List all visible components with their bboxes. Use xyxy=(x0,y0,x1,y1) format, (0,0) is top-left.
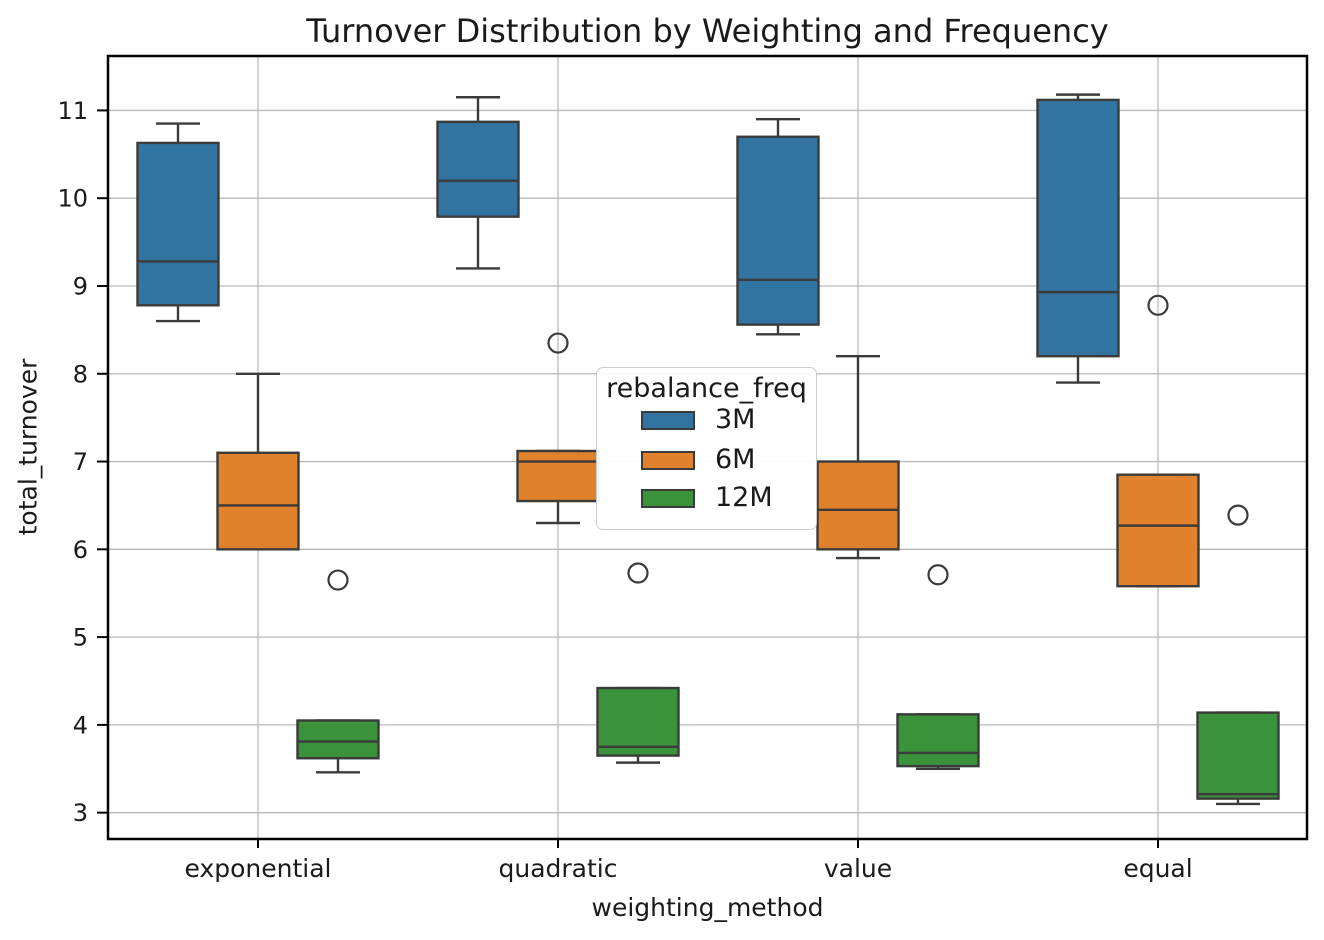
box-6M-value xyxy=(816,460,900,551)
outlier-12M-quadratic xyxy=(627,562,649,584)
box-3M-exponential xyxy=(136,141,220,307)
y-tick-label: 9 xyxy=(73,272,88,300)
y-tick-label: 11 xyxy=(57,97,88,125)
box-6M-exponential xyxy=(216,451,300,551)
box-12M-equal xyxy=(1196,711,1280,800)
x-tick-label: exponential xyxy=(185,854,332,883)
x-tick-label: quadratic xyxy=(499,854,618,883)
y-tick-label: 5 xyxy=(73,624,88,652)
y-axis-label: total_turnover xyxy=(13,358,43,536)
legend-swatch-6M xyxy=(641,450,695,470)
legend: rebalance_freq 3M 6M 12M xyxy=(596,367,817,530)
box-12M-exponential xyxy=(296,719,380,760)
legend-label-12M: 12M xyxy=(715,482,773,513)
box-3M-quadratic xyxy=(436,120,520,218)
outlier-6M-equal xyxy=(1147,294,1169,316)
y-tick-label: 8 xyxy=(73,360,88,388)
chart-title: Turnover Distribution by Weighting and F… xyxy=(306,12,1109,50)
legend-entry-6M: 6M xyxy=(641,444,756,475)
legend-label-3M: 3M xyxy=(715,404,756,435)
box-6M-equal xyxy=(1116,473,1200,588)
outlier-12M-exponential xyxy=(327,569,349,591)
y-tick-label: 3 xyxy=(73,799,88,827)
x-tick-label: equal xyxy=(1123,854,1192,883)
box-6M-quadratic xyxy=(516,449,600,503)
y-tick-label: 6 xyxy=(73,536,88,564)
legend-label-6M: 6M xyxy=(715,444,756,475)
legend-swatch-12M xyxy=(641,488,695,508)
box-12M-quadratic xyxy=(596,686,680,757)
outlier-6M-quadratic xyxy=(547,332,569,354)
box-12M-value xyxy=(896,713,980,768)
y-tick-label: 10 xyxy=(57,185,88,213)
legend-title: rebalance_freq xyxy=(606,373,807,404)
legend-entry-12M: 12M xyxy=(641,482,773,513)
legend-entry-3M: 3M xyxy=(641,404,756,435)
plot-frame xyxy=(106,54,1309,841)
y-tick-label: 7 xyxy=(73,448,88,476)
x-axis-label: weighting_method xyxy=(591,893,824,922)
y-tick-label: 4 xyxy=(73,711,88,739)
box-3M-equal xyxy=(1036,98,1120,358)
x-tick-label: value xyxy=(824,854,892,883)
box-3M-value xyxy=(736,135,820,326)
outlier-12M-equal xyxy=(1227,504,1249,526)
outlier-12M-value xyxy=(927,564,949,586)
legend-swatch-3M xyxy=(641,410,695,430)
